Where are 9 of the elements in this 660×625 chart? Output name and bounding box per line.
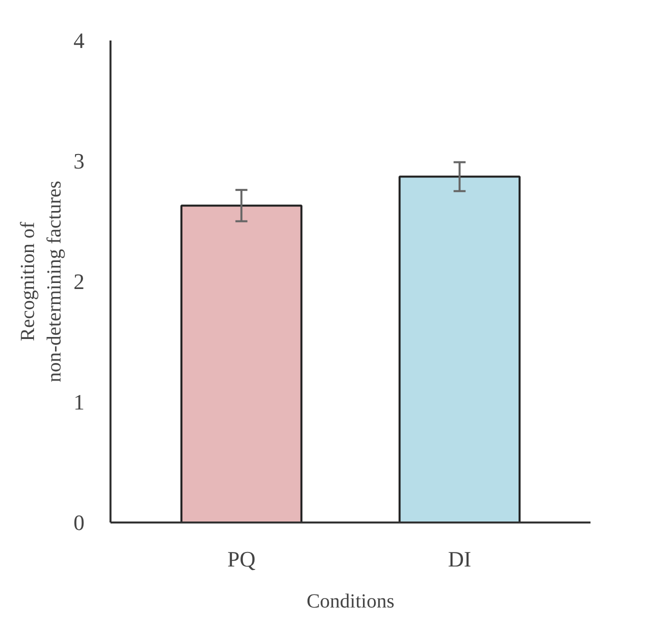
x-axis-title: Conditions [306,590,395,612]
y-tick-label: 1 [74,390,84,414]
y-axis-title: Recognition of non-determining factures [17,180,66,382]
x-tick-label: DI [448,546,472,572]
y-tick-label: 0 [74,510,84,535]
y-tick-label: 4 [74,28,84,53]
x-tick-label: PQ [227,546,256,572]
y-tick-label: 2 [74,269,84,294]
y-tick-label: 3 [74,148,84,174]
